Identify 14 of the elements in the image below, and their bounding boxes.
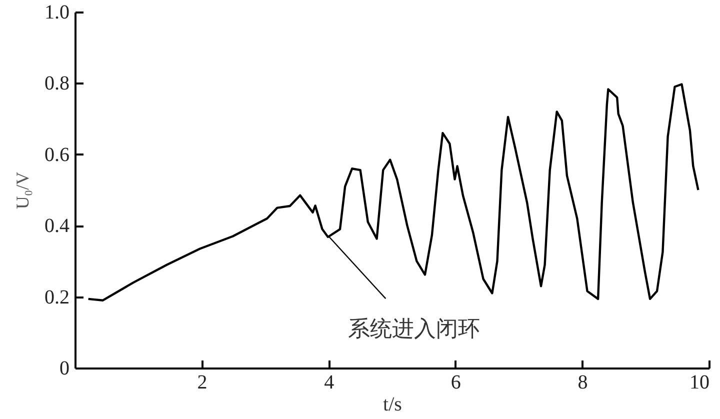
y-tick-label: 0.8: [44, 72, 70, 95]
x-tick-label: 8: [578, 372, 588, 394]
x-tick-label: 6: [450, 372, 461, 394]
y-tick-label: 1.0: [44, 2, 70, 24]
y-tick-label: 0.4: [44, 215, 70, 238]
x-tick-label: 10: [690, 372, 710, 394]
x-tick-label: 4: [324, 372, 334, 394]
y-tick-label: 0.2: [44, 286, 70, 308]
y-axis-title: U₀/V: [12, 172, 32, 210]
y-tick-label: 0.6: [44, 144, 70, 166]
x-tick-label: 2: [197, 372, 208, 394]
y-tick-label: 0: [60, 358, 70, 380]
annotation: 系统进入闭环: [348, 316, 480, 341]
x-axis-title: t/s: [383, 394, 402, 416]
